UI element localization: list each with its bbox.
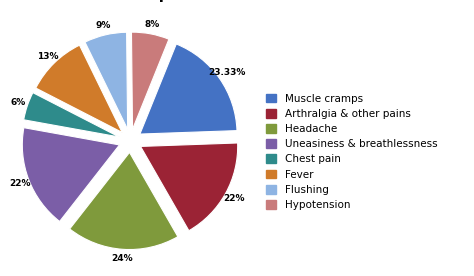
Text: 24%: 24% bbox=[111, 254, 133, 264]
Text: 6%: 6% bbox=[10, 98, 26, 107]
Wedge shape bbox=[85, 32, 128, 129]
Text: 22%: 22% bbox=[9, 179, 30, 187]
Text: 9%: 9% bbox=[95, 21, 111, 30]
Wedge shape bbox=[36, 45, 122, 132]
Text: 13%: 13% bbox=[36, 52, 58, 61]
Title: % of patients with adverse effects: % of patients with adverse effects bbox=[117, 0, 411, 2]
Wedge shape bbox=[24, 93, 119, 137]
Legend: Muscle cramps, Arthralgia & other pains, Headache, Uneasiness & breathlessness, : Muscle cramps, Arthralgia & other pains,… bbox=[266, 94, 438, 210]
Wedge shape bbox=[131, 32, 169, 129]
Text: 22%: 22% bbox=[223, 194, 245, 203]
Wedge shape bbox=[70, 152, 178, 250]
Wedge shape bbox=[140, 143, 237, 231]
Wedge shape bbox=[140, 44, 237, 134]
Text: 8%: 8% bbox=[145, 20, 160, 29]
Wedge shape bbox=[22, 128, 119, 221]
Text: 23.33%: 23.33% bbox=[209, 68, 246, 77]
